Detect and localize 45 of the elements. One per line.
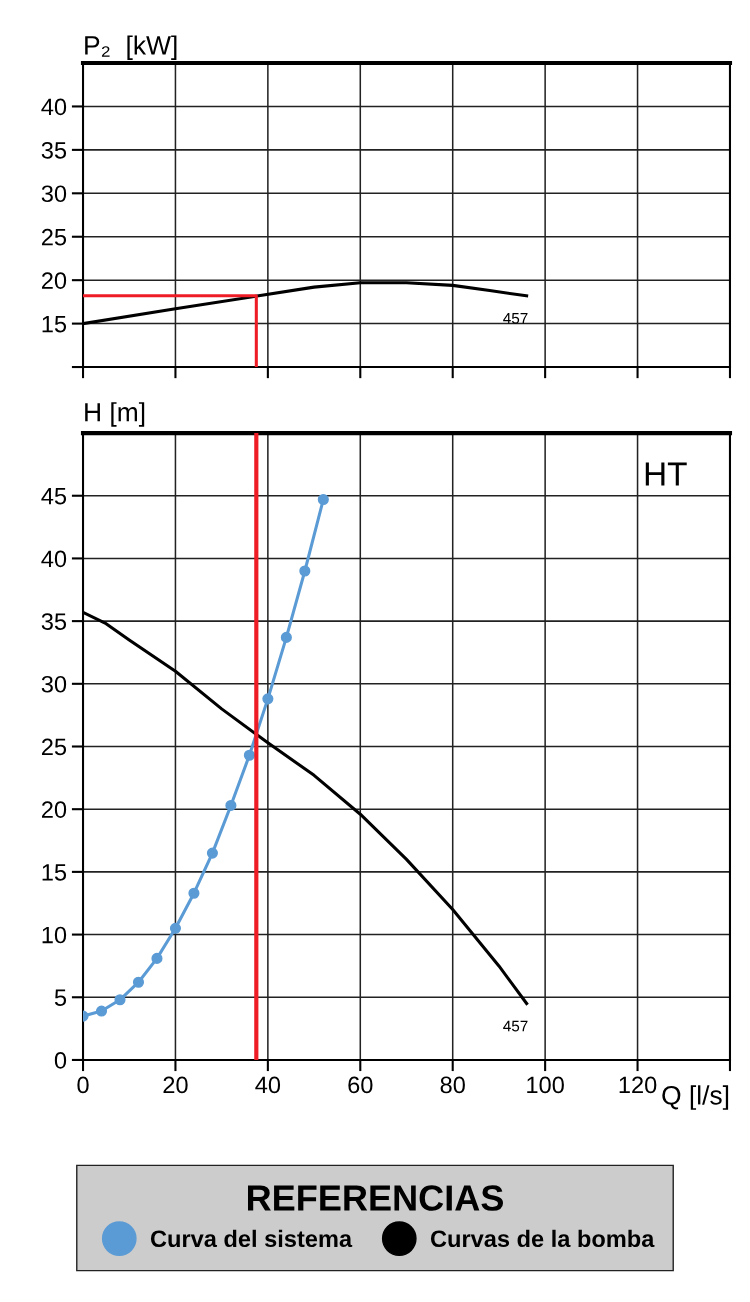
x-tick-label: 80	[440, 1076, 465, 1094]
x-axis-title: Q [l/s]	[662, 1085, 729, 1110]
point	[225, 799, 237, 811]
point	[299, 565, 311, 577]
y-tick-label: 25	[41, 738, 67, 756]
y-tick-label: 35	[41, 141, 67, 159]
legend-title: REFERENCIAS	[248, 1185, 503, 1211]
y-tick-label: 20	[41, 272, 67, 289]
y-tick-label: 40	[41, 550, 67, 568]
point	[206, 847, 218, 859]
x-tick-label: 60	[348, 1076, 373, 1094]
y-tick-label: 15	[42, 315, 67, 333]
point	[95, 1005, 108, 1017]
y-axis-title: H [m]	[85, 402, 145, 427]
y-tick-label: 40	[41, 98, 67, 116]
y-tick-label: 45	[41, 488, 67, 505]
point	[262, 693, 274, 705]
annotation: 457	[503, 1020, 528, 1032]
point	[169, 922, 182, 934]
y-tick-label: 25	[41, 228, 67, 246]
point	[317, 493, 329, 506]
x-tick-label: 100	[527, 1076, 564, 1094]
annotation: HT	[645, 462, 687, 486]
y-tick-label: 0	[54, 1052, 67, 1069]
point	[280, 631, 292, 643]
point	[132, 976, 145, 988]
point	[188, 887, 200, 899]
legend-label: Curvas de la bomba	[430, 1229, 655, 1248]
y-tick-label: 35	[41, 613, 67, 630]
x-tick-label: 20	[163, 1076, 188, 1094]
annotation: 457	[503, 313, 528, 324]
y-tick-label: 30	[41, 675, 67, 693]
y-tick-label: 30	[41, 185, 67, 203]
y-axis-title: P₂ [kW]	[85, 35, 177, 60]
x-tick-label: 0	[77, 1076, 89, 1094]
x-tick-label: 40	[255, 1076, 281, 1094]
y-tick-label: 20	[41, 801, 67, 818]
y-tick-label: 15	[42, 864, 67, 881]
legend-label: Curva del sistema	[150, 1229, 353, 1248]
point	[114, 994, 126, 1006]
y-tick-label: 10	[42, 926, 67, 944]
point	[151, 952, 163, 964]
x-tick-label: 120	[619, 1076, 657, 1094]
point	[243, 749, 255, 761]
y-tick-label: 5	[54, 989, 67, 1007]
